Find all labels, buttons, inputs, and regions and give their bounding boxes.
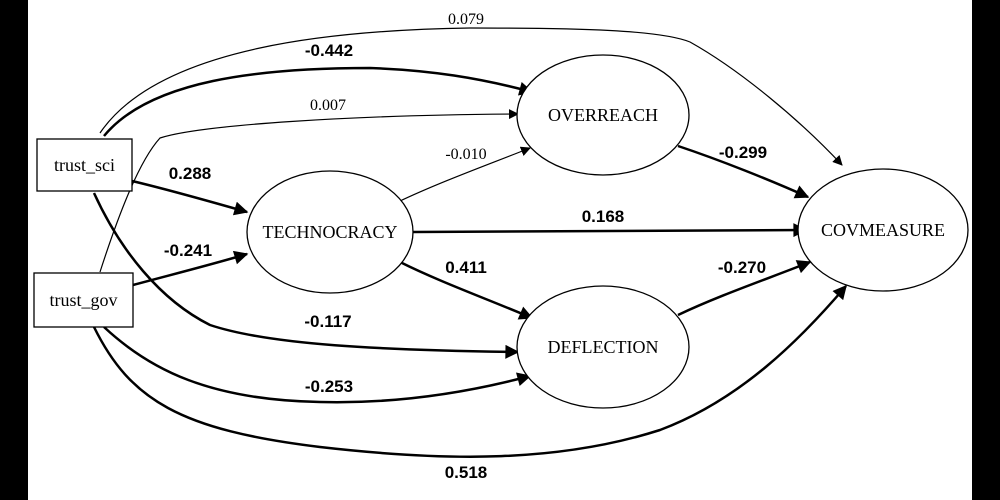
node-technocracy-label: TECHNOCRACY <box>262 222 397 242</box>
coef-deflection-to-covmeasure: -0.270 <box>718 258 766 277</box>
edge-trust-gov-to-covmeasure <box>92 284 847 458</box>
node-covmeasure: COVMEASURE <box>797 168 969 292</box>
edge-technocracy-to-overreach <box>397 146 531 203</box>
node-covmeasure-label: COVMEASURE <box>821 220 945 240</box>
edge-overreach-to-covmeasure <box>677 144 810 199</box>
coef-trust-sci-to-covmeasure: 0.079 <box>448 11 484 28</box>
edge-trust-sci-to-covmeasure <box>99 27 843 166</box>
coef-trust-gov-to-covmeasure: 0.518 <box>445 463 488 482</box>
edge-technocracy-to-covmeasure <box>412 223 808 238</box>
edge-trust-gov-to-overreach <box>99 109 519 273</box>
edge-trust-gov-to-deflection <box>103 326 532 404</box>
nodes: trust_sci trust_gov TECHNOCRACY OVERREAC… <box>33 54 969 409</box>
node-trust-gov-label: trust_gov <box>49 290 117 310</box>
node-overreach: OVERREACH <box>516 54 690 176</box>
node-trust-sci: trust_sci <box>36 138 133 192</box>
edge-trust-sci-to-overreach <box>103 66 534 137</box>
coef-technocracy-to-covmeasure: 0.168 <box>582 207 625 226</box>
node-trust-sci-label: trust_sci <box>54 155 115 175</box>
edges <box>92 27 847 458</box>
coef-trust-sci-to-deflection: -0.117 <box>304 312 351 331</box>
node-deflection-label: DEFLECTION <box>548 337 659 357</box>
node-trust-gov: trust_gov <box>33 272 134 328</box>
edge-labels: 0.079 -0.442 0.007 -0.010 0.288 -0.299 0… <box>164 11 767 482</box>
coef-trust-sci-to-overreach: -0.442 <box>305 41 353 60</box>
coef-trust-gov-to-overreach: 0.007 <box>310 97 346 114</box>
coef-overreach-to-covmeasure: -0.299 <box>719 143 767 162</box>
edge-technocracy-to-deflection <box>399 260 534 320</box>
coef-technocracy-to-deflection: 0.411 <box>445 258 487 277</box>
coef-technocracy-to-overreach: -0.010 <box>445 146 486 163</box>
coef-trust-gov-to-deflection: -0.253 <box>305 377 353 396</box>
node-technocracy: TECHNOCRACY <box>246 170 414 294</box>
edge-trust-gov-to-technocracy <box>132 250 249 287</box>
node-deflection: DEFLECTION <box>516 285 690 409</box>
edge-trust-sci-to-technocracy <box>131 179 249 216</box>
coef-trust-gov-to-technocracy: -0.241 <box>164 241 212 260</box>
edge-deflection-to-covmeasure <box>677 260 812 317</box>
edge-trust-sci-to-deflection <box>92 192 520 359</box>
coef-trust-sci-to-technocracy: 0.288 <box>169 164 212 183</box>
node-overreach-label: OVERREACH <box>548 105 658 125</box>
